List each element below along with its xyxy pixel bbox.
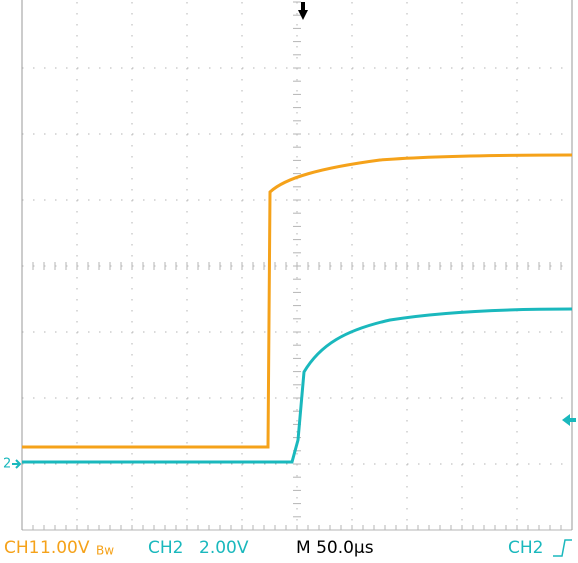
ch1-label: CH1 xyxy=(4,538,39,558)
ch1-scale: 1.00V xyxy=(40,538,90,558)
ch2-ground-label: 2 xyxy=(3,457,11,472)
trigger-level-marker xyxy=(562,414,576,426)
ch2-trace xyxy=(22,307,573,464)
trigger-source: CH2 xyxy=(508,538,543,558)
trigger-slope-icon xyxy=(553,539,572,557)
graticule xyxy=(21,1,573,531)
ch2-ground-arrow xyxy=(12,459,22,469)
ch2-scale: 2.00V xyxy=(199,538,249,558)
ch1-bandwidth: Bw xyxy=(96,544,114,558)
timebase: M 50.0µs xyxy=(296,538,374,558)
trigger-position-marker xyxy=(298,2,308,20)
ch2-label: CH2 xyxy=(148,538,183,558)
ch1-trace xyxy=(22,153,573,449)
